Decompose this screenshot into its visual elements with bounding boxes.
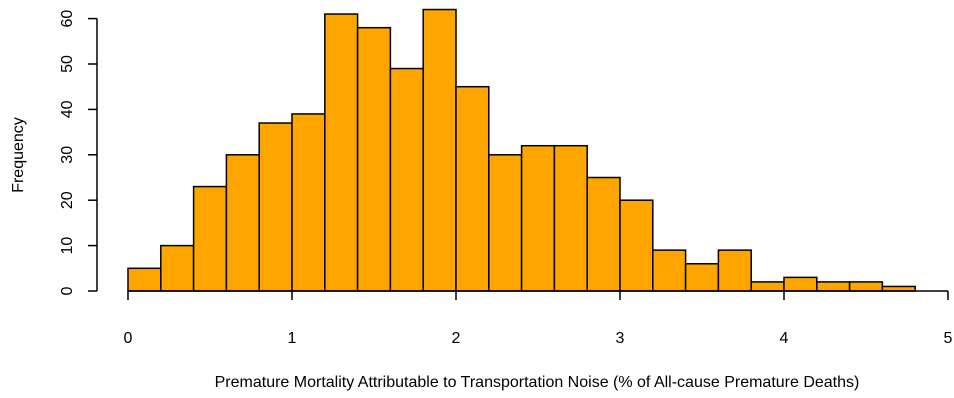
histogram-bar	[291, 113, 326, 292]
x-tick-label: 4	[780, 330, 789, 347]
histogram-bar	[684, 263, 720, 292]
histogram-bar	[783, 276, 818, 292]
y-tick-label: 20	[59, 191, 76, 209]
y-axis-title: Frequency	[10, 117, 27, 193]
histogram-bar	[324, 13, 359, 292]
histogram-bar	[750, 281, 785, 292]
x-tick-label: 1	[288, 330, 297, 347]
histogram-bar	[455, 85, 490, 292]
y-tick-label: 50	[59, 55, 76, 73]
histogram-bar	[652, 249, 687, 292]
histogram-bar	[488, 154, 523, 292]
x-tick-label: 5	[944, 330, 953, 347]
y-tick-label: 0	[59, 286, 76, 295]
histogram-bar	[816, 281, 851, 292]
histogram-bar	[192, 185, 228, 292]
histogram-bars	[127, 8, 916, 292]
x-tick-label: 0	[124, 330, 133, 347]
histogram-bar	[422, 8, 457, 292]
x-tick-label: 2	[452, 330, 461, 347]
y-tick-label: 40	[59, 100, 76, 118]
histogram-bar	[127, 267, 162, 292]
histogram-bar	[586, 176, 621, 292]
x-axis-title: Premature Mortality Attributable to Tran…	[215, 374, 860, 391]
y-tick-label: 60	[59, 10, 76, 28]
histogram-bar	[619, 199, 654, 292]
histogram-bar	[553, 144, 588, 292]
y-tick-label: 30	[59, 146, 76, 164]
histogram-bar	[520, 144, 556, 292]
x-tick-label: 3	[616, 330, 625, 347]
histogram-bar	[160, 244, 195, 292]
histogram-bar	[389, 67, 424, 292]
y-tick-label: 10	[59, 237, 76, 255]
histogram-bar	[258, 122, 293, 292]
histogram-bar	[848, 281, 884, 292]
x-axis: 0 1 2 3 4 5	[124, 290, 953, 347]
histogram-bar	[717, 249, 752, 292]
histogram-bar	[356, 26, 392, 292]
y-axis: 0 10 20 30 40 50 60	[59, 10, 98, 295]
histogram-bar	[225, 154, 260, 292]
